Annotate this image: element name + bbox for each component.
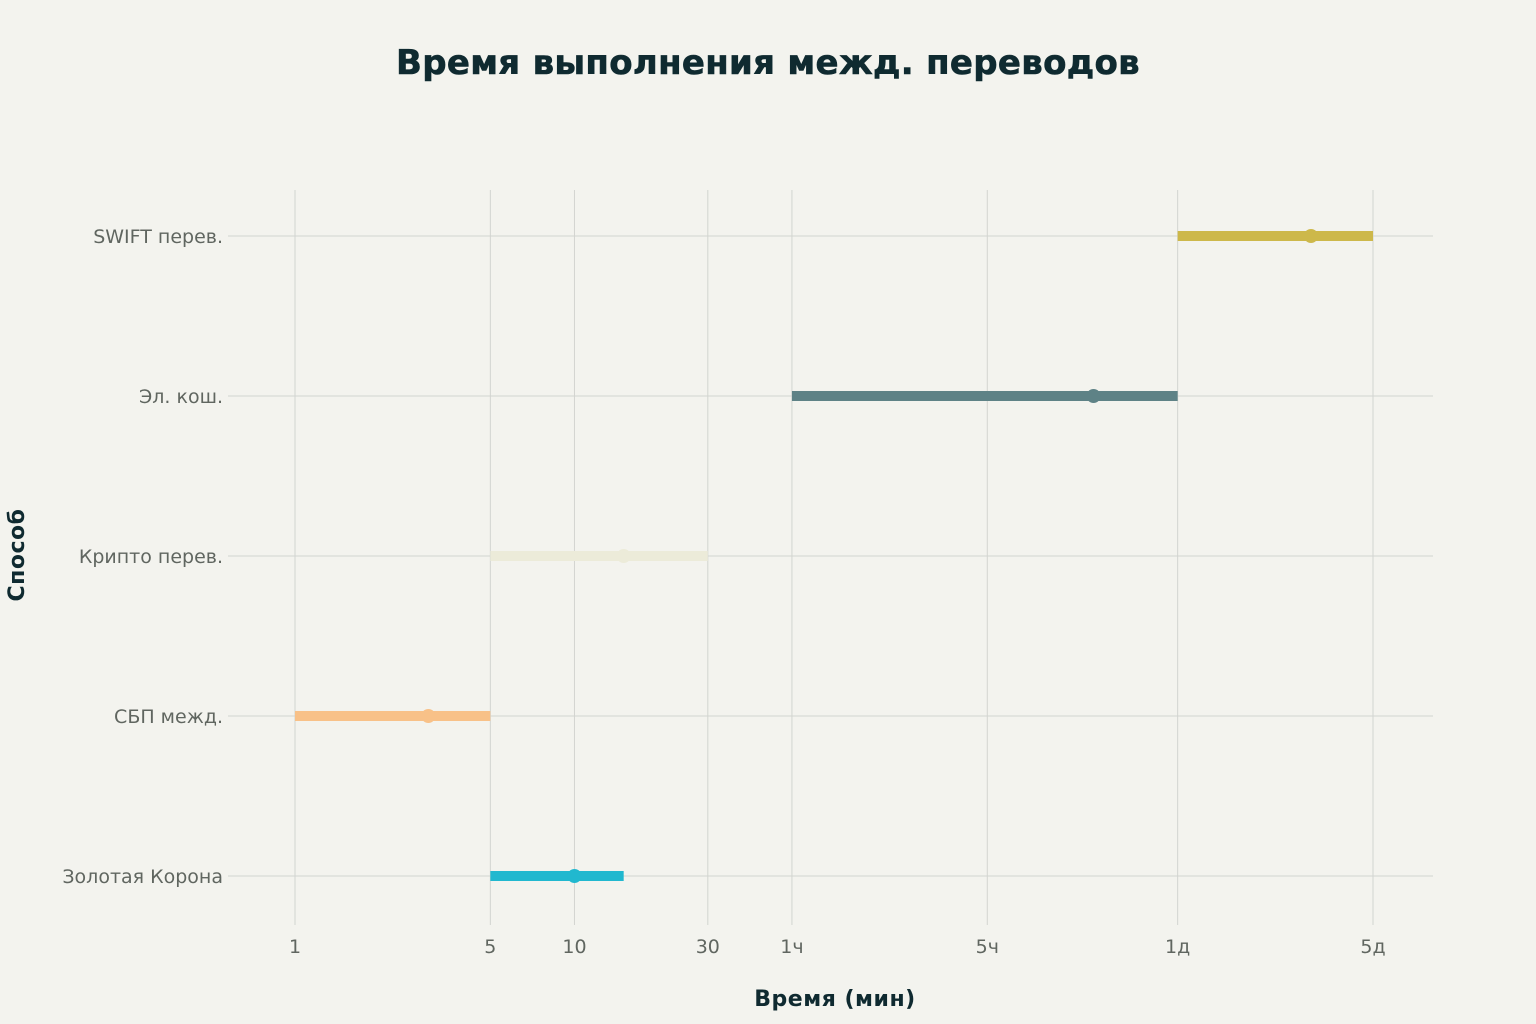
range-point: [616, 549, 631, 563]
y-axis-title: Способ: [5, 509, 30, 602]
x-tick-label: 1ч: [780, 936, 803, 958]
grid-layer: [228, 190, 1433, 925]
range-layer: [295, 229, 1373, 883]
label-layer: 1 5 10 30 1ч 5ч 1д 5д SWIFT перев. Эл. кош. Крипто…: [62, 226, 1385, 958]
range-point: [1304, 229, 1319, 243]
x-tick-label: 1: [289, 936, 301, 958]
x-tick-label: 30: [696, 936, 720, 958]
x-tick-label: 10: [562, 936, 586, 958]
x-tick-label: 5д: [1360, 936, 1385, 958]
x-tick-label: 5: [484, 936, 496, 958]
range-point: [1086, 389, 1101, 403]
y-category-label: SWIFT перев.: [93, 226, 223, 248]
range-point: [421, 709, 436, 723]
x-tick-label: 1д: [1165, 936, 1190, 958]
y-category-label: СБП межд.: [114, 706, 223, 728]
chart-title: Время выполнения межд. переводов: [396, 43, 1140, 83]
y-category-label: Золотая Корона: [62, 866, 223, 888]
x-axis-title: Время (мин): [754, 987, 915, 1012]
x-tick-label: 5ч: [976, 936, 999, 958]
y-category-label: Эл. кош.: [139, 386, 223, 408]
y-category-label: Крипто перев.: [79, 546, 223, 568]
range-point: [567, 869, 582, 883]
